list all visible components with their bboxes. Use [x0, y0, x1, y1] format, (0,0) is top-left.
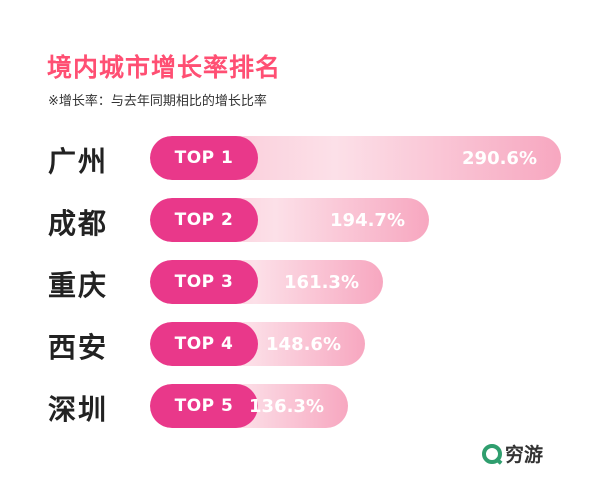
qyer-logo-icon [482, 443, 502, 464]
growth-bar: TOP 5 136.3% [150, 384, 348, 428]
bar-row: 深圳 TOP 5 136.3% [0, 384, 600, 428]
bar-row: 西安 TOP 4 148.6% [0, 322, 600, 366]
growth-bar: TOP 3 161.3% [150, 260, 383, 304]
bar-row: 成都 TOP 2 194.7% [0, 198, 600, 242]
rank-pill: TOP 2 [150, 198, 258, 242]
qyer-logo: 穷游 [482, 440, 543, 467]
value-label: 290.6% [462, 147, 537, 169]
city-label: 重庆 [48, 269, 109, 302]
value-label: 148.6% [266, 333, 341, 355]
rank-pill: TOP 1 [150, 136, 258, 180]
chart-title: 境内城市增长率排名 [47, 53, 282, 82]
growth-bar: TOP 2 194.7% [150, 198, 429, 242]
city-label: 深圳 [48, 393, 109, 426]
city-label: 西安 [48, 331, 109, 364]
value-label: 194.7% [330, 209, 405, 231]
value-label: 161.3% [284, 271, 359, 293]
bar-row: 重庆 TOP 3 161.3% [0, 260, 600, 304]
qyer-logo-text: 穷游 [505, 444, 544, 466]
rank-pill: TOP 5 [150, 384, 258, 428]
growth-bar: TOP 1 290.6% [150, 136, 561, 180]
bar-row: 广州 TOP 1 290.6% [0, 136, 600, 180]
chart-subtitle: ※增长率：与去年同期相比的增长比率 [48, 94, 267, 109]
city-label: 成都 [48, 207, 109, 240]
city-label: 广州 [48, 145, 109, 178]
value-label: 136.3% [249, 395, 324, 417]
rank-pill: TOP 3 [150, 260, 258, 304]
rank-pill: TOP 4 [150, 322, 258, 366]
growth-bar: TOP 4 148.6% [150, 322, 365, 366]
